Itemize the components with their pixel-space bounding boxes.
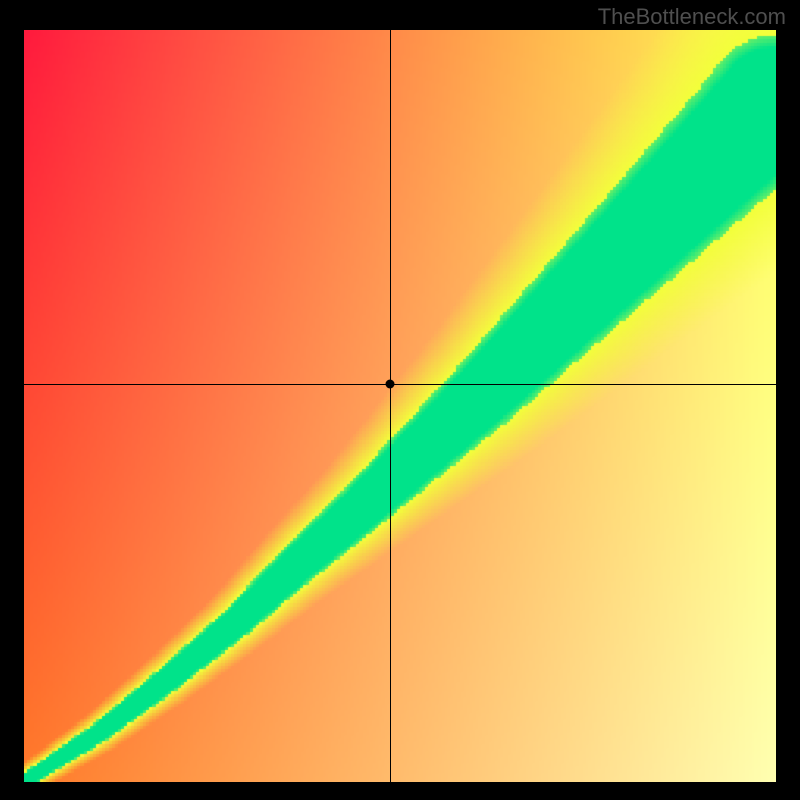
watermark-text: TheBottleneck.com xyxy=(598,4,786,30)
heatmap-canvas xyxy=(24,30,776,782)
crosshair-horizontal xyxy=(24,384,776,385)
crosshair-point xyxy=(386,380,395,389)
crosshair-vertical xyxy=(390,30,391,782)
chart-container: { "watermark": "TheBottleneck.com", "plo… xyxy=(0,0,800,800)
heatmap-plot xyxy=(24,30,776,782)
